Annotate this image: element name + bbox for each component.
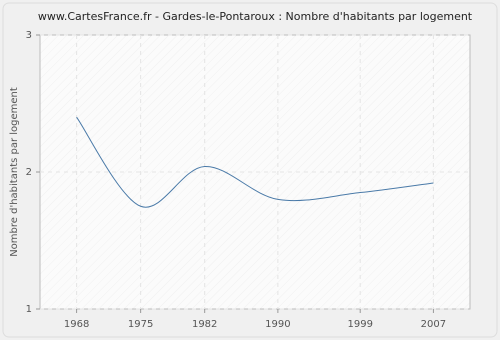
x-tick-label: 1982 — [192, 319, 217, 330]
chart-title: www.CartesFrance.fr - Gardes-le-Pontarou… — [38, 10, 473, 23]
x-tick-label: 2007 — [421, 319, 446, 330]
y-tick-label: 1 — [26, 304, 32, 315]
x-tick-label: 1990 — [265, 319, 290, 330]
y-tick-label: 2 — [26, 167, 32, 178]
y-tick-label: 3 — [26, 30, 32, 41]
line — [76, 116, 434, 208]
plot-area — [39, 34, 471, 310]
x-tick-label: 1968 — [64, 319, 89, 330]
x-tick-label: 1975 — [128, 319, 153, 330]
y-axis-label: Nombre d'habitants par logement — [9, 87, 20, 257]
x-tick-label: 1999 — [347, 319, 372, 330]
